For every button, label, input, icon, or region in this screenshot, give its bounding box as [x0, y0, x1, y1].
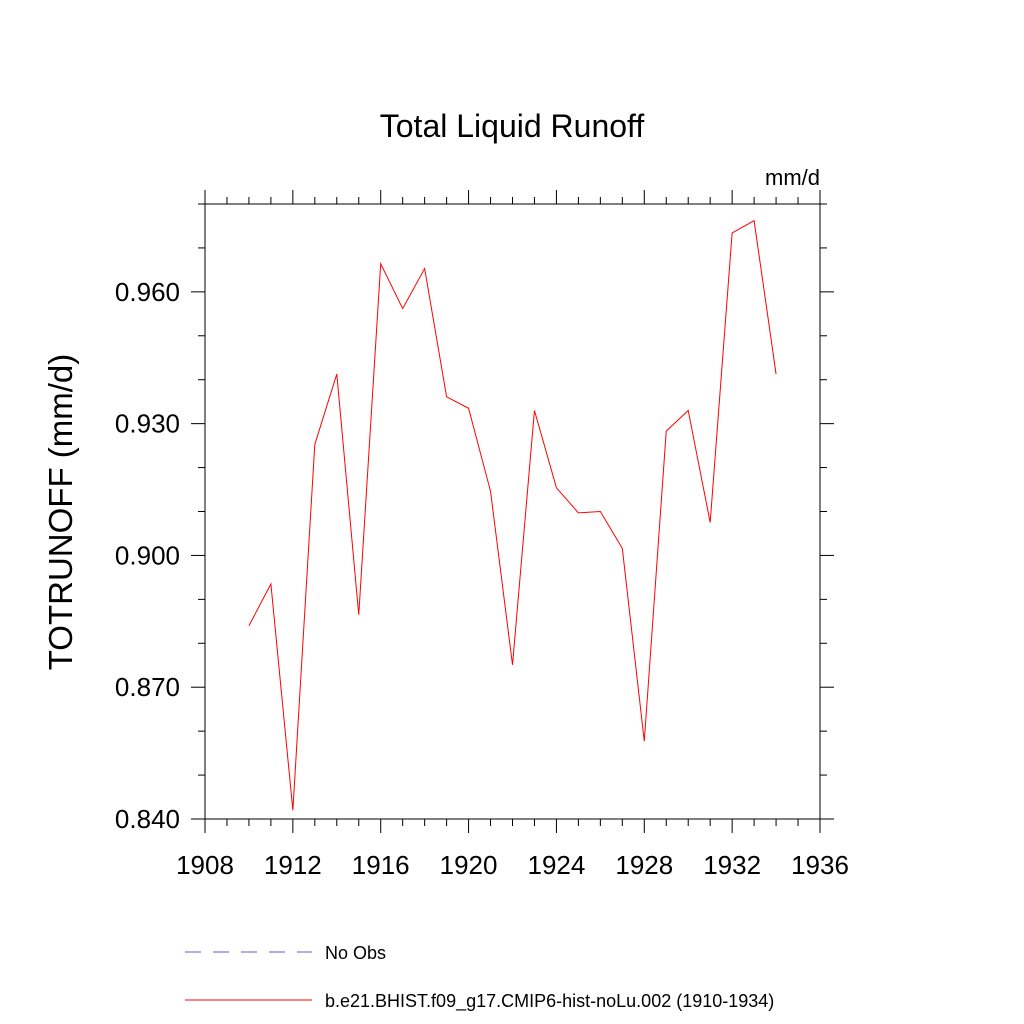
chart-title: Total Liquid Runoff: [380, 108, 645, 144]
legend: No Obs b.e21.BHIST.f09_g17.CMIP6-hist-noL…: [185, 943, 774, 1012]
units-label: mm/d: [765, 165, 820, 190]
x-tick-label: 1908: [176, 850, 234, 880]
x-tick-label: 1912: [264, 850, 322, 880]
y-axis-label: TOTRUNOFF (mm/d): [42, 354, 79, 671]
x-tick-label: 1920: [440, 850, 498, 880]
y-tick-label: 0.900: [115, 540, 180, 570]
x-tick-label: 1932: [703, 850, 761, 880]
y-tick-label: 0.840: [115, 804, 180, 834]
series-line: [248, 219, 777, 811]
y-tick-label: 0.960: [115, 277, 180, 307]
y-tick-label: 0.870: [115, 672, 180, 702]
legend-label: No Obs: [325, 943, 386, 963]
x-tick-label: 1936: [791, 850, 849, 880]
axis-ticks: [191, 190, 834, 833]
x-tick-label: 1928: [615, 850, 673, 880]
x-tick-label: 1916: [352, 850, 410, 880]
legend-label: b.e21.BHIST.f09_g17.CMIP6-hist-noLu.002 …: [325, 991, 774, 1012]
axis-tick-labels: 1908 1912 1916 1920 1924 1928 1932 1936 0.840 0.8…: [115, 277, 849, 880]
x-tick-label: 1924: [528, 850, 586, 880]
plot-frame: [204, 203, 821, 820]
series-layer: [248, 219, 777, 811]
y-tick-label: 0.930: [115, 409, 180, 439]
